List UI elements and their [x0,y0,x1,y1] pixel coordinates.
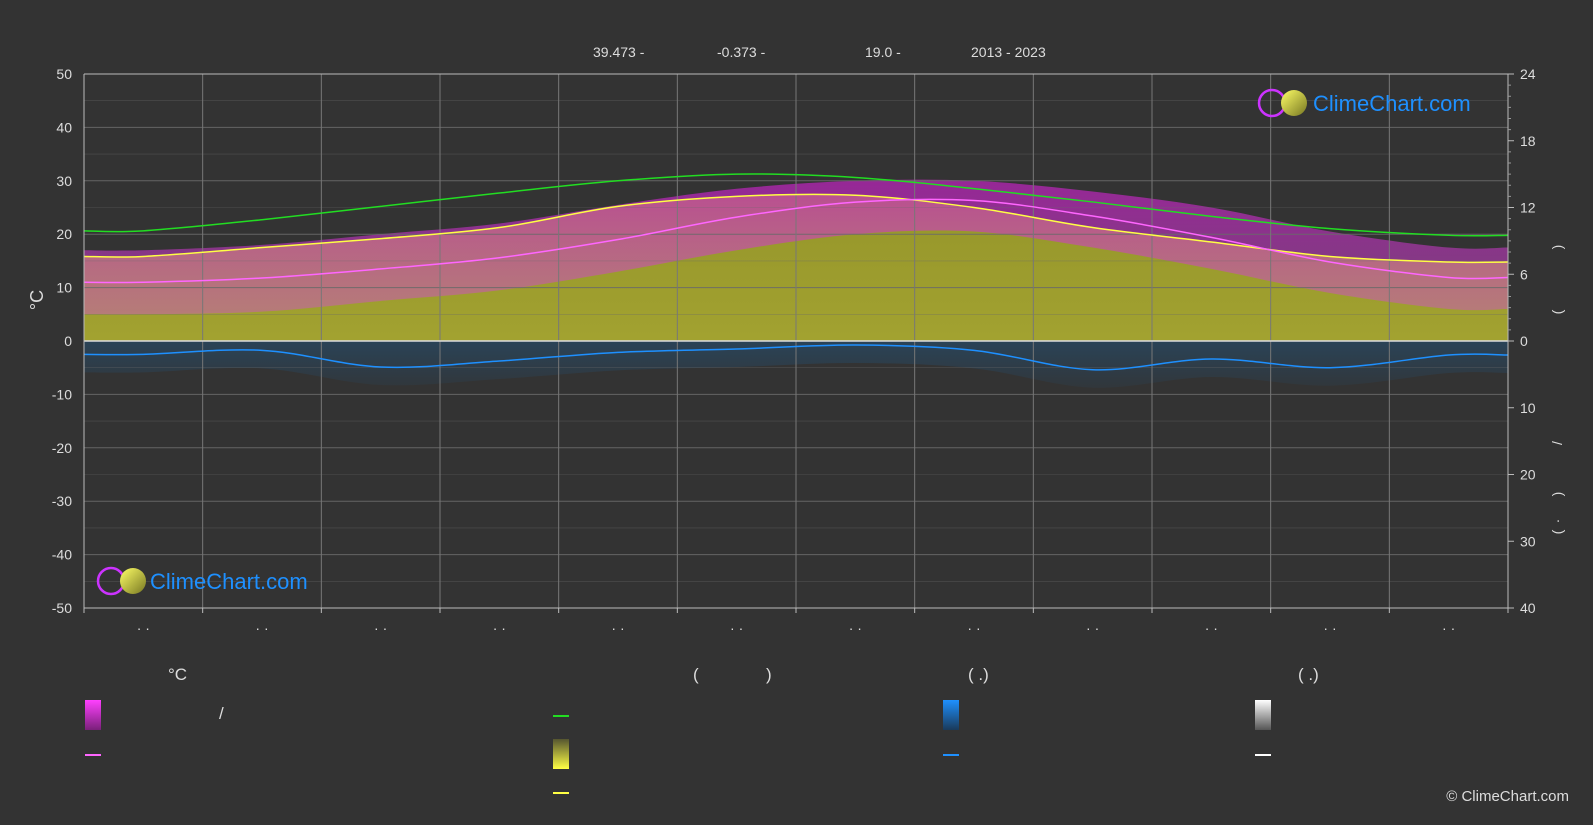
right-axis-bottom-glyph: ( [1549,529,1565,534]
legend-sun-header-open: ( [693,665,699,684]
month-label: · · [1205,620,1218,636]
legend-sun-header-close: ) [766,665,772,684]
legend-rain-line-swatch [943,754,959,756]
legend-snow-line-swatch [1255,754,1271,756]
left-tick-label: 10 [56,280,72,296]
right-top-tick-label: 6 [1520,266,1528,282]
month-label: · · [611,620,624,636]
legend-snow-header: ( .) [1298,665,1319,684]
legend-rain-header: ( .) [968,665,989,684]
mean_temp-line [83,198,1509,284]
month-label: · · [493,620,506,636]
right-bottom-tick-label: 30 [1520,533,1536,549]
month-label: · · [967,620,980,636]
legend-sunshine-band-swatch [553,739,569,769]
logo-top: ClimeChart.com [1257,88,1471,118]
month-label: · · [730,620,743,636]
legend-sunshine-line-swatch [553,792,569,794]
left-tick-label: 0 [64,333,72,349]
logo-sun-icon [120,568,146,594]
header-years: 2013 - 2023 [971,44,1046,60]
header-elevation: 19.0 - [865,44,901,60]
right-axis-bottom-glyph: / [1549,441,1565,445]
right-axis-top-glyph: ( [1549,309,1565,314]
header-longitude: -0.373 - [717,44,766,60]
legend-max-temp-swatch [85,700,101,730]
left-tick-label: 20 [56,226,72,242]
left-tick-label: 50 [56,66,72,82]
right-top-tick-label: 18 [1520,133,1536,149]
legend-snow-band-swatch [1255,700,1271,730]
right-axis-bottom-glyph: · [1549,519,1565,524]
legend-mean-temp-swatch [85,754,101,756]
right-axis-bottom-glyph: ) [1549,492,1565,497]
month-label: · · [255,620,268,636]
left-tick-label: -30 [52,493,72,509]
month-label: · · [1323,620,1336,636]
right-bottom-tick-label: 10 [1520,400,1536,416]
left-tick-label: -10 [52,386,72,402]
left-tick-label: 30 [56,173,72,189]
month-label: · · [1086,620,1099,636]
copyright: © ClimeChart.com [1446,788,1569,805]
month-label: · · [1442,620,1455,636]
left-tick-label: -50 [52,600,72,616]
logo-text-top: ClimeChart.com [1313,91,1471,116]
left-axis-title: °C [27,290,47,310]
left-tick-label: -40 [52,547,72,563]
right-bottom-tick-label: 40 [1520,600,1536,616]
left-tick-label: -20 [52,440,72,456]
month-label: · · [374,620,387,636]
axes: 50 40 30 20 10 0 -10 -20 -30 -40 -50 24 18 12 6 0 10 20 30… [52,66,1565,636]
legend-temp-header: °C [168,665,188,684]
right-top-tick-label: 12 [1520,200,1536,216]
left-tick-label: 40 [56,119,72,135]
rain-line [83,344,1509,371]
right-bottom-tick-label: 20 [1520,467,1536,483]
logo-text-bottom: ClimeChart.com [150,569,308,594]
series-lines [83,173,1509,371]
legend-rain-band-swatch [943,700,959,730]
month-label: · · [849,620,862,636]
legend-temp-range-separator: / [219,704,224,723]
right-top-tick-label: 24 [1520,66,1536,82]
right-top-tick-label: 0 [1520,333,1528,349]
month-label: · · [137,620,150,636]
daylight-line [83,173,1509,237]
logo-sun-icon [1281,90,1307,116]
right-axis-top-glyph: ) [1549,245,1565,250]
header-latitude: 39.473 - [593,44,645,60]
legend-daylight-swatch [553,715,569,717]
logo-bottom: ClimeChart.com [96,566,308,596]
sunshine-line [83,193,1509,264]
